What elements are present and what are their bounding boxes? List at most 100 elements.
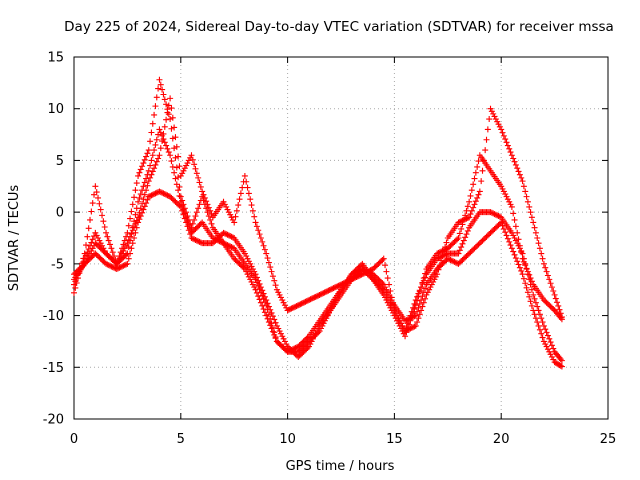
data-point [330,285,337,292]
data-point [491,113,498,120]
data-point [160,190,167,197]
data-point [296,301,303,308]
data-point [520,255,527,262]
data-point [558,363,565,370]
data-point [354,273,361,280]
data-point [547,303,554,310]
data-point [93,241,100,248]
data-point [223,203,230,210]
data-point [157,129,164,136]
data-point [532,299,539,306]
data-point [120,247,127,254]
data-point [288,305,295,312]
data-point [125,255,132,262]
data-point [88,254,95,261]
data-point [308,338,315,345]
data-point [472,169,479,176]
data-point [195,205,202,212]
data-point [522,188,529,195]
data-point [101,249,108,256]
data-point [145,178,152,185]
data-point [120,262,127,269]
data-point [367,267,374,274]
data-point [503,139,510,146]
data-point [516,171,523,178]
data-point [171,124,178,131]
data-point [117,253,124,260]
data-point [280,335,287,342]
data-point [551,291,558,298]
data-point [325,287,332,294]
data-point [152,141,159,148]
data-point [145,193,152,200]
data-point [147,162,154,169]
data-point [305,343,312,350]
data-point [317,291,324,298]
data-point [456,259,463,266]
data-point [108,255,115,262]
data-point [131,224,138,231]
data-point [275,325,282,332]
data-point [92,240,99,247]
x-tick-label: 0 [70,432,78,447]
data-point [295,348,302,355]
data-point [124,260,131,267]
data-point [171,145,178,152]
data-point [188,224,195,231]
data-point [279,297,286,304]
data-point [100,218,107,225]
data-point [281,338,288,345]
data-point [547,351,554,358]
data-point [424,289,431,296]
data-point [92,183,99,190]
data-point [128,245,135,252]
data-point [420,299,427,306]
data-point [370,266,377,273]
data-point [233,258,240,265]
data-point [380,255,387,262]
data-point [137,191,144,198]
data-point [144,182,151,189]
data-point [193,170,200,177]
data-point [181,210,188,217]
data-point [187,225,194,232]
data-point [211,238,218,245]
data-point [272,319,279,326]
data-point [276,291,283,298]
data-point [257,235,264,241]
data-point [285,306,292,313]
data-point [292,303,299,310]
data-point [382,262,389,269]
data-point [195,223,202,230]
data-point [137,166,144,173]
data-point [412,312,419,319]
data-point [100,247,107,254]
data-point [519,271,526,278]
data-point [422,295,429,302]
data-point [522,280,529,287]
data-point [109,264,116,271]
data-point [145,147,152,154]
data-point [224,206,231,213]
data-point [125,244,132,251]
data-point [492,116,499,123]
data-point [523,284,530,291]
data-point [123,261,130,268]
data-point [139,200,146,207]
data-point [276,328,283,335]
data-point [495,121,502,128]
data-point [395,315,402,322]
data-point [193,209,200,216]
data-point [165,149,172,156]
data-point [189,220,196,227]
data-point [115,265,122,272]
data-point [151,147,158,154]
data-point [160,130,167,137]
data-point [313,328,320,335]
data-point [131,218,138,225]
data-point [542,341,549,348]
data-point [341,279,348,286]
data-point [105,237,112,244]
data-point [295,353,302,360]
x-axis-label: GPS time / hours [286,459,395,474]
